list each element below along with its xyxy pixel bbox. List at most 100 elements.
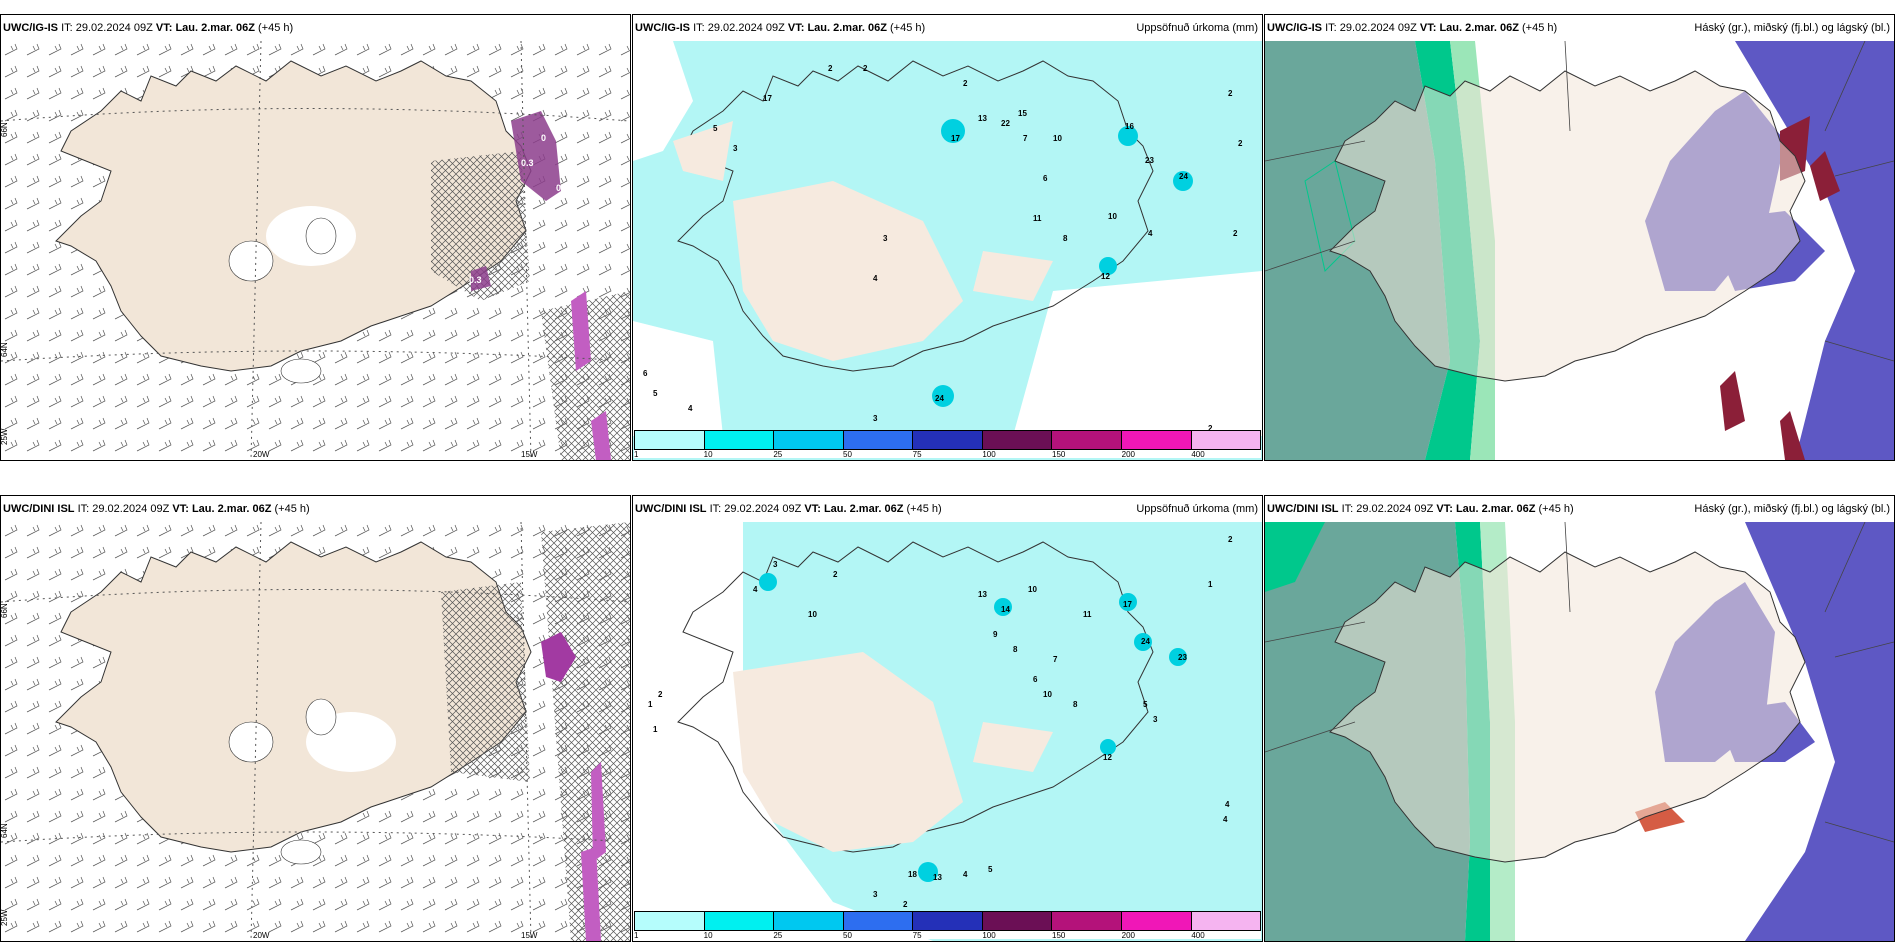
svg-text:4: 4 bbox=[873, 274, 878, 283]
svg-text:10: 10 bbox=[1053, 134, 1062, 143]
valid-time: Lau. 2.mar. 06Z bbox=[823, 503, 904, 515]
model-name: UWC/IG-IS bbox=[3, 22, 58, 34]
colorbar-swatch bbox=[1052, 912, 1122, 930]
svg-text:18: 18 bbox=[908, 870, 917, 879]
svg-text:2: 2 bbox=[828, 64, 833, 73]
colorbar-tick: 150 bbox=[1052, 450, 1066, 459]
precip-colorbar: 1 10 25 50 75 100 150 200 400 bbox=[634, 911, 1261, 940]
svg-text:10: 10 bbox=[1043, 690, 1052, 699]
svg-text:11: 11 bbox=[1083, 610, 1092, 619]
svg-text:4: 4 bbox=[1148, 229, 1153, 238]
svg-text:2: 2 bbox=[963, 79, 968, 88]
colorbar-swatch bbox=[982, 912, 1053, 930]
colorbar-swatch bbox=[913, 912, 983, 930]
panel-header: UWC/IG-IS IT: 29.02.2024 09Z VT: Lau. 2.… bbox=[1, 15, 630, 41]
cloud-map bbox=[1265, 41, 1894, 460]
svg-text:8: 8 bbox=[1013, 645, 1018, 654]
colorbar-swatch bbox=[635, 431, 705, 449]
svg-text:13: 13 bbox=[978, 590, 987, 599]
panel-header: UWC/DINI ISL IT: 29.02.2024 09Z VT: Lau.… bbox=[633, 496, 1262, 522]
colorbar-tick: 400 bbox=[1191, 450, 1205, 459]
init-time: 29.02.2024 09Z bbox=[75, 22, 153, 34]
panel-title: Háský (gr.), miðský (fj.bl.) og lágský (… bbox=[1694, 503, 1890, 515]
svg-text:24: 24 bbox=[935, 394, 944, 403]
svg-text:3: 3 bbox=[883, 234, 888, 243]
svg-text:11: 11 bbox=[1033, 214, 1042, 223]
colorbar-tick: 400 bbox=[1191, 931, 1205, 940]
lead-time: (+45 h) bbox=[890, 22, 926, 34]
colorbar-swatch bbox=[1052, 431, 1122, 449]
precip-value-labels: 2 2 2 17 17 13 22 15 16 23 24 5 3 7 10 6… bbox=[643, 64, 1243, 438]
svg-text:0.3: 0.3 bbox=[556, 183, 569, 193]
lat-label-66n: 66N bbox=[1, 122, 9, 137]
panel-header: UWC/DINI ISL IT: 29.02.2024 09Z VT: Lau.… bbox=[1265, 496, 1894, 522]
svg-text:2: 2 bbox=[833, 570, 838, 579]
wind-map: 20W 15W 66N 64N 25W bbox=[1, 522, 630, 941]
svg-text:2: 2 bbox=[1233, 229, 1238, 238]
svg-text:8: 8 bbox=[1073, 700, 1078, 709]
init-time: 29.02.2024 09Z bbox=[92, 503, 170, 515]
colorbar-tick: 50 bbox=[843, 931, 852, 940]
precip-map: 3 2 4 10 13 14 10 17 24 23 9 8 7 6 11 10… bbox=[633, 522, 1262, 941]
colorbar-swatch bbox=[1121, 431, 1192, 449]
colorbar-swatch bbox=[704, 912, 775, 930]
colorbar-swatch bbox=[913, 431, 983, 449]
model-name: UWC/DINI ISL bbox=[1267, 503, 1339, 515]
colorbar-tick: 75 bbox=[912, 450, 922, 459]
svg-text:5: 5 bbox=[1143, 700, 1148, 709]
svg-text:9: 9 bbox=[993, 630, 998, 639]
lon-label-25w: 25W bbox=[1, 428, 9, 445]
init-time: 29.02.2024 09Z bbox=[1356, 503, 1434, 515]
lead-time: (+45 h) bbox=[1538, 503, 1574, 515]
svg-text:7: 7 bbox=[1023, 134, 1028, 143]
lead-time: (+45 h) bbox=[1522, 22, 1558, 34]
colorbar-tick: 25 bbox=[773, 931, 783, 940]
panel-header: UWC/IG-IS IT: 29.02.2024 09Z VT: Lau. 2.… bbox=[633, 15, 1262, 41]
colorbar-tick: 100 bbox=[982, 450, 996, 459]
svg-text:23: 23 bbox=[1145, 156, 1154, 165]
model-name: UWC/DINI ISL bbox=[635, 503, 707, 515]
colorbar-swatch bbox=[774, 431, 844, 449]
svg-text:17: 17 bbox=[951, 134, 960, 143]
wind-map: 0 0.3 0.3 0.3 0.1 20W 15W 66N 64N 25W bbox=[1, 41, 630, 460]
colorbar-swatch bbox=[704, 431, 775, 449]
svg-text:1: 1 bbox=[648, 700, 653, 709]
valid-time: Lau. 2.mar. 06Z bbox=[175, 22, 255, 34]
svg-text:1: 1 bbox=[653, 725, 658, 734]
svg-text:17: 17 bbox=[763, 94, 772, 103]
svg-text:23: 23 bbox=[1178, 653, 1187, 662]
lead-time: (+45 h) bbox=[258, 22, 294, 34]
valid-time: Lau. 2.mar. 06Z bbox=[1455, 503, 1536, 515]
svg-text:22: 22 bbox=[1001, 119, 1010, 128]
svg-text:4: 4 bbox=[1225, 800, 1230, 809]
colorbar-swatch bbox=[1121, 912, 1192, 930]
svg-text:2: 2 bbox=[903, 900, 908, 909]
colorbar-tick: 150 bbox=[1052, 931, 1066, 940]
valid-time: Lau. 2.mar. 06Z bbox=[1439, 22, 1519, 34]
svg-text:10: 10 bbox=[1028, 585, 1037, 594]
svg-text:24: 24 bbox=[1141, 637, 1150, 646]
lat-label-64n: 64N bbox=[1, 823, 9, 838]
svg-text:3: 3 bbox=[873, 414, 878, 423]
svg-text:0.1: 0.1 bbox=[546, 208, 559, 218]
svg-text:5: 5 bbox=[988, 865, 993, 874]
svg-text:5: 5 bbox=[653, 389, 658, 398]
precip-map: 2 2 2 17 17 13 22 15 16 23 24 5 3 7 10 6… bbox=[633, 41, 1262, 460]
colorbar-tick: 10 bbox=[703, 931, 713, 940]
colorbar-swatch bbox=[1191, 912, 1261, 930]
precip-panel-row2: UWC/DINI ISL IT: 29.02.2024 09Z VT: Lau.… bbox=[632, 495, 1263, 942]
colorbar-tick: 1 bbox=[634, 450, 639, 459]
panel-title: Háský (gr.), miðský (fj.bl.) og lágský (… bbox=[1694, 22, 1890, 34]
svg-text:3: 3 bbox=[733, 144, 738, 153]
svg-text:24: 24 bbox=[1179, 172, 1188, 181]
svg-text:2: 2 bbox=[863, 64, 868, 73]
svg-text:8: 8 bbox=[1063, 234, 1068, 243]
svg-text:2: 2 bbox=[1238, 139, 1243, 148]
colorbar-tick: 10 bbox=[703, 450, 713, 459]
svg-text:16: 16 bbox=[1125, 122, 1134, 131]
svg-text:3: 3 bbox=[873, 890, 878, 899]
svg-text:7: 7 bbox=[1053, 655, 1058, 664]
colorbar-tick: 1 bbox=[634, 931, 639, 940]
svg-text:0.3: 0.3 bbox=[469, 275, 482, 285]
lead-time: (+45 h) bbox=[274, 503, 310, 515]
